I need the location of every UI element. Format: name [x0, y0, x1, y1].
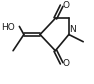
Text: O: O: [63, 1, 70, 10]
Text: N: N: [69, 25, 76, 34]
Text: O: O: [63, 59, 70, 68]
Text: HO: HO: [1, 23, 15, 32]
